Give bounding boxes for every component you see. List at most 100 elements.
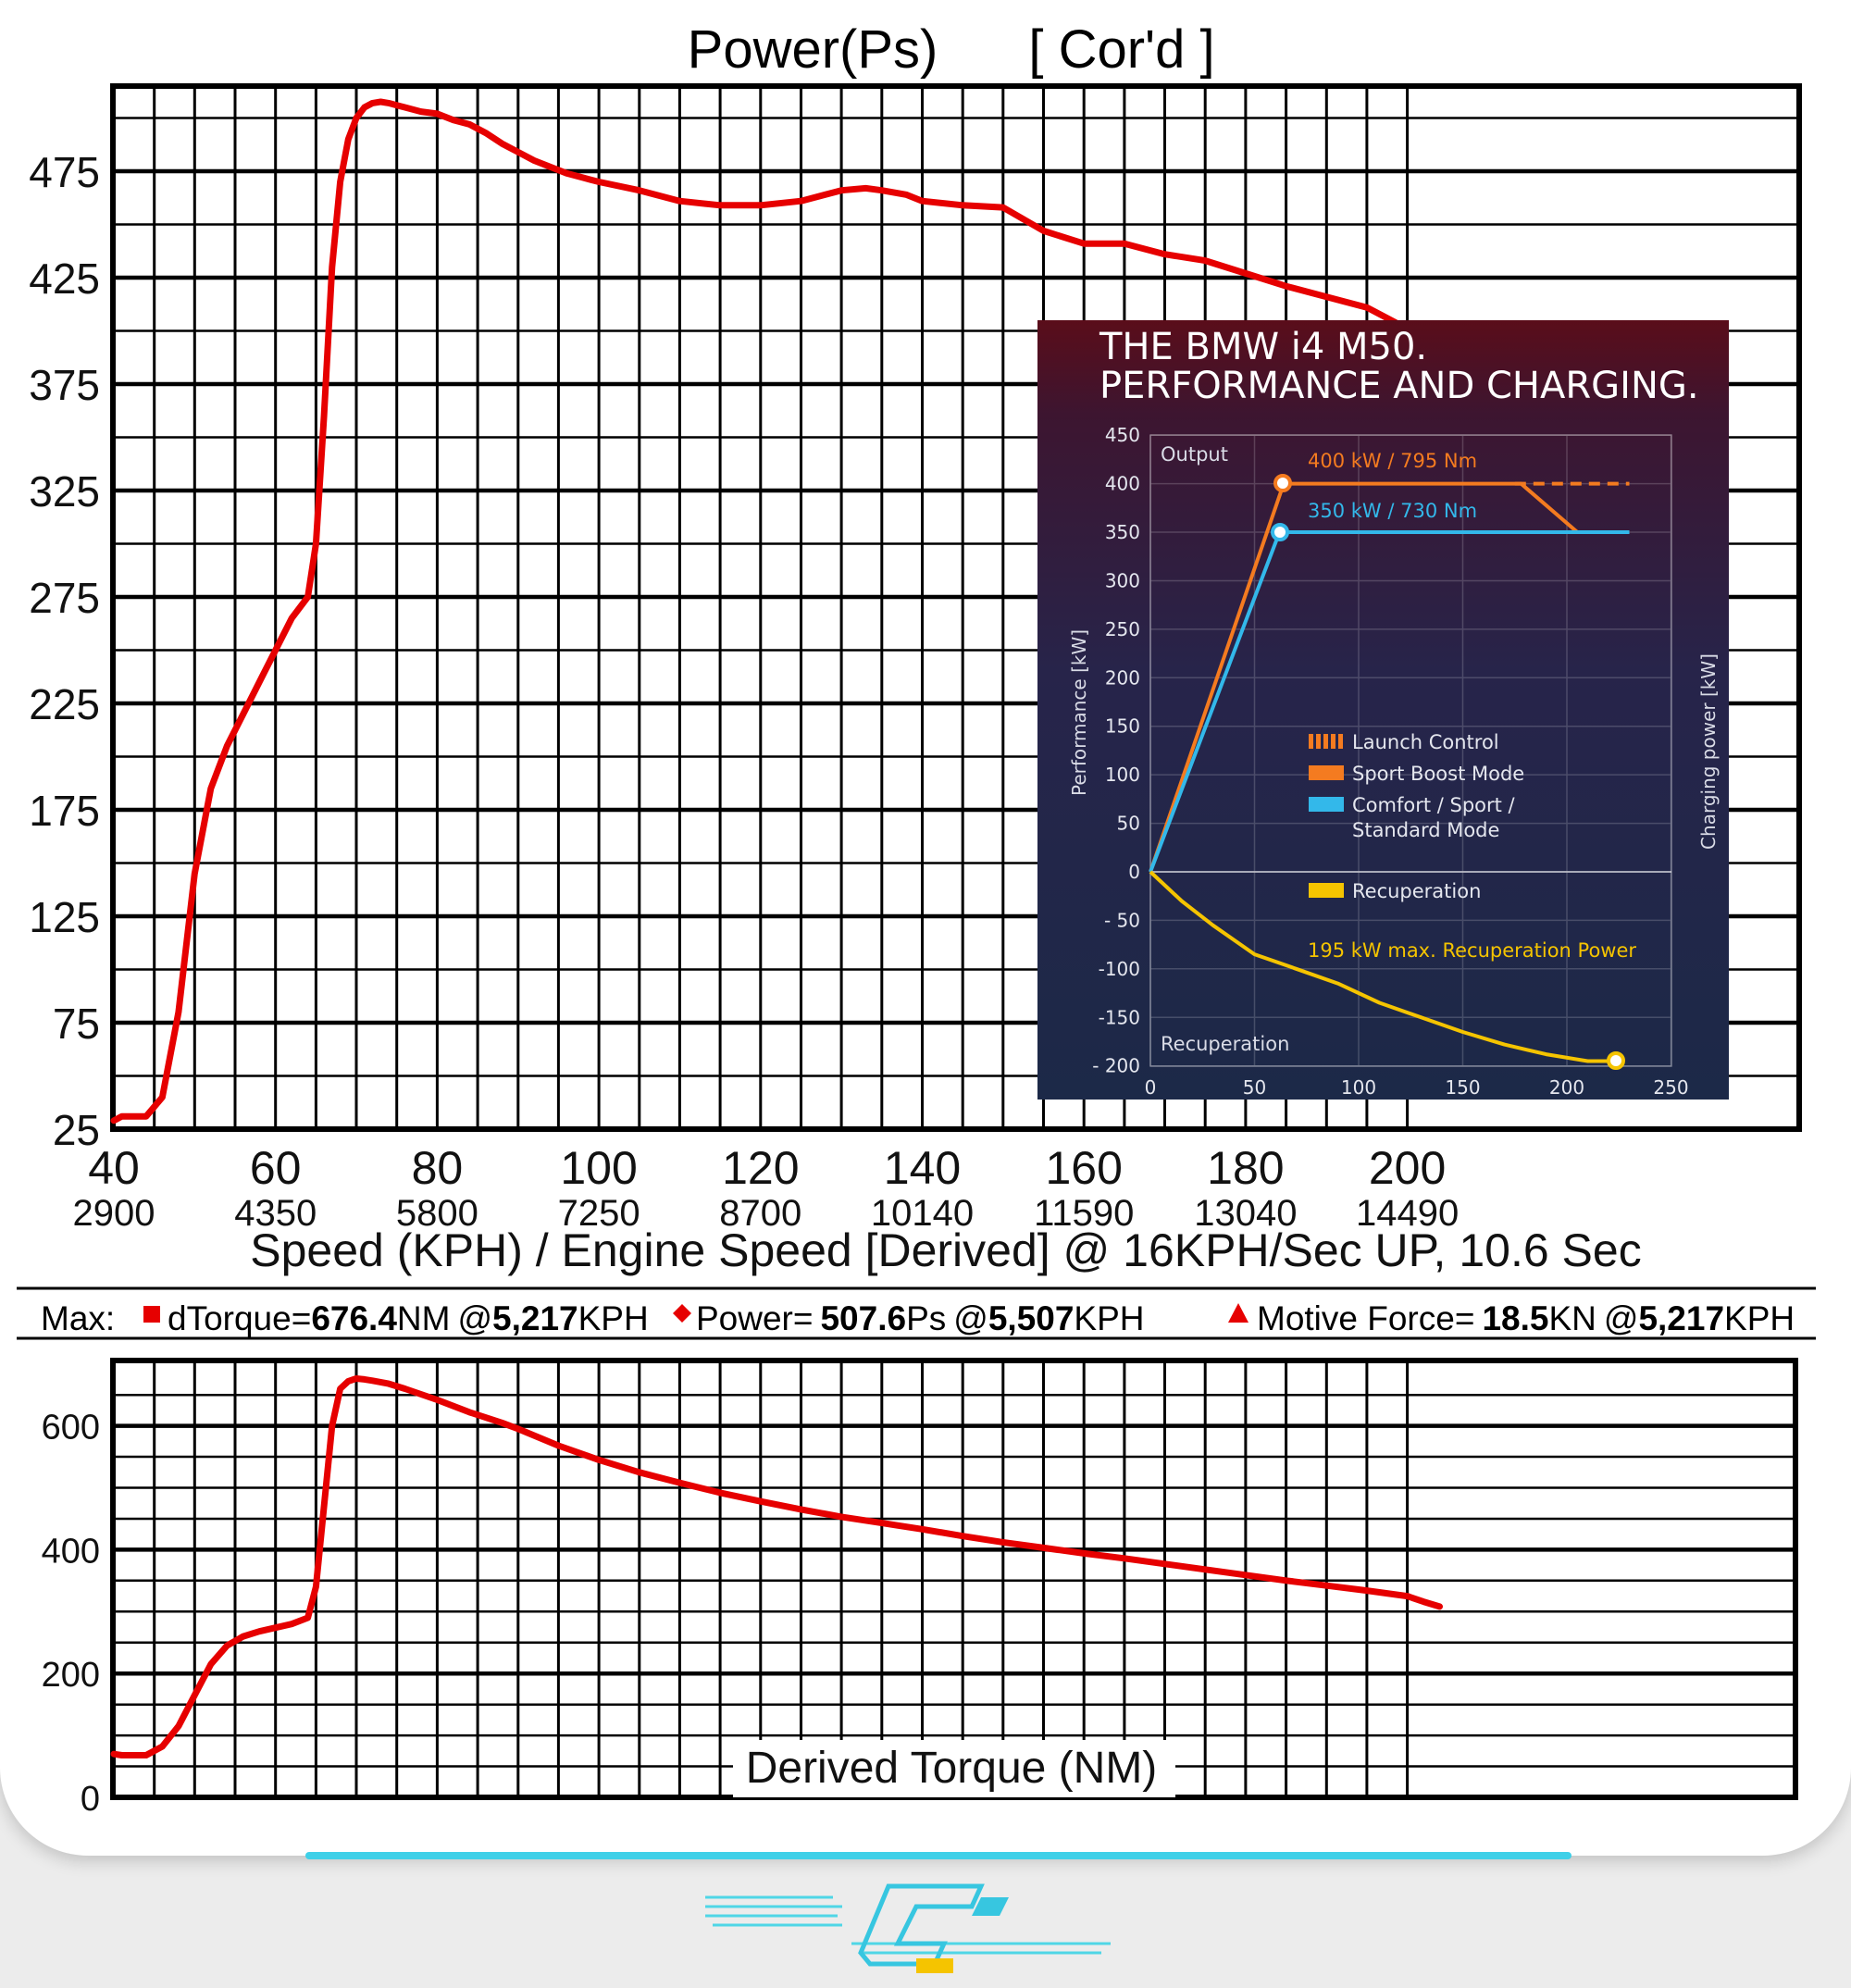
inset-annotation-yellow: 195 kW max. Recuperation Power	[1308, 939, 1636, 962]
inset-y-tick-label: - 200	[1092, 1055, 1140, 1077]
inset-x-tick-label: 0	[1145, 1076, 1157, 1099]
logo-badge	[916, 1958, 953, 1973]
inset-output-label: Output	[1161, 443, 1228, 466]
legend-sport-boost-swatch	[1309, 765, 1344, 780]
inset-y-tick-label: 250	[1105, 618, 1140, 640]
max-torque: dTorque=676.4NM @5,217KPH	[168, 1299, 649, 1337]
power-rpm-tick-label: 5800	[396, 1193, 478, 1234]
power-rpm-tick-label: 10140	[871, 1193, 974, 1234]
torque-minor-horizontal-grid	[113, 1393, 1795, 1768]
legend-comfort-label2: Standard Mode	[1352, 819, 1499, 841]
power-marker-icon	[673, 1304, 691, 1323]
torque-y-tick-label: 400	[42, 1532, 100, 1571]
power-x-tick-label: 180	[1207, 1142, 1284, 1194]
power-chart-title: Power(Ps)	[688, 19, 938, 80]
power-y-tick-label: 25	[53, 1106, 100, 1154]
power-x-tick-label: 40	[88, 1142, 140, 1194]
max-power: Power= 507.6Ps @5,507KPH	[696, 1299, 1145, 1337]
power-x-tick-label: 100	[560, 1142, 637, 1194]
torque-major-horizontal-grid	[113, 1423, 1795, 1676]
power-y-tick-label: 425	[29, 255, 100, 303]
inset-y-tick-label: 300	[1105, 570, 1140, 592]
power-chart-tag: [ Cor'd ]	[1028, 19, 1214, 80]
legend-recuperation-label: Recuperation	[1352, 880, 1481, 902]
inset-y-tick-label: 100	[1105, 764, 1140, 786]
inset-y-tick-label: 50	[1117, 813, 1140, 835]
torque-y-tick-label: 0	[81, 1780, 100, 1819]
power-x-tick-label: 80	[412, 1142, 464, 1194]
inset-y-tick-label: 400	[1105, 473, 1140, 495]
inset-y-ticks: 450 400 350 300 250 200 150 100 50 0 - 50 -100 -150 -…	[1092, 424, 1140, 1076]
inset-marker-yellow	[1607, 1051, 1625, 1070]
power-y-ticks: 475 425 375 325 275 225 175 125 75 25	[29, 148, 100, 1154]
footer-logo	[705, 1883, 1111, 1973]
power-chart-frame	[110, 83, 1802, 1132]
max-motive-force: Motive Force= 18.5KN @5,217KPH	[1257, 1299, 1795, 1337]
logo-speed-lines	[705, 1895, 1111, 1955]
inset-y-tick-label: 200	[1105, 666, 1140, 689]
inset-legend: Launch Control Sport Boost Mode Comfort …	[1309, 731, 1524, 902]
power-rpm-tick-label: 4350	[234, 1193, 317, 1234]
legend-launch-swatch	[1309, 734, 1343, 749]
inset-x-tick-label: 150	[1445, 1076, 1480, 1099]
legend-sport-boost-label: Sport Boost Mode	[1352, 763, 1524, 785]
inset-series-comfort	[1149, 530, 1630, 873]
torque-curve	[110, 1375, 1443, 1758]
inset-ylabel-left: Performance [kW]	[1068, 629, 1090, 796]
logo-accent-shape	[972, 1897, 1009, 1916]
power-curve	[110, 98, 1451, 1124]
max-label: Max:	[41, 1299, 115, 1337]
inset-title-line2: PERFORMANCE AND CHARGING.	[1099, 365, 1699, 407]
power-x-tick-label: 200	[1369, 1142, 1446, 1194]
inset-x-tick-label: 250	[1653, 1076, 1688, 1099]
inset-recuperation-label: Recuperation	[1161, 1033, 1289, 1055]
torque-y-tick-label: 200	[42, 1656, 100, 1695]
inset-marker-orange	[1273, 474, 1292, 492]
accent-line	[305, 1852, 1571, 1859]
force-marker-icon	[1228, 1303, 1248, 1323]
power-y-tick-label: 225	[29, 680, 100, 728]
legend-launch-control: Launch Control	[1309, 731, 1499, 753]
torque-label-box	[733, 1740, 1175, 1797]
inset-frame	[1149, 434, 1672, 1067]
inset-y-tick-label: -150	[1099, 1006, 1140, 1028]
max-bar: Max: dTorque=676.4NM @5,217KPH Power= 507.…	[41, 1299, 1795, 1337]
power-rpm-tick-label: 11590	[1034, 1193, 1134, 1234]
legend-comfort: Comfort / Sport / Standard Mode	[1309, 794, 1516, 841]
power-rpm-tick-label: 8700	[719, 1193, 801, 1234]
torque-marker-icon	[143, 1306, 160, 1323]
inset-x-tick-label: 200	[1549, 1076, 1584, 1099]
power-major-horizontal-grid	[113, 168, 1799, 1025]
inset-x-tick-label: 50	[1243, 1076, 1266, 1099]
inset-y-tick-label: -100	[1099, 958, 1140, 980]
power-rpm-ticks: 2900 4350 5800 7250 8700 10140 11590 13040 14490	[73, 1193, 1460, 1234]
power-y-tick-label: 175	[29, 787, 100, 835]
power-x-tick-label: 160	[1045, 1142, 1122, 1194]
power-y-tick-label: 75	[53, 1000, 100, 1048]
power-y-tick-label: 475	[29, 148, 100, 196]
power-y-tick-label: 275	[29, 574, 100, 622]
inset-y-tick-label: 450	[1105, 424, 1140, 446]
legend-launch-label: Launch Control	[1352, 731, 1499, 753]
inset-series-recuperation	[1149, 870, 1620, 1063]
torque-y-tick-label: 600	[42, 1409, 100, 1448]
power-rpm-tick-label: 7250	[558, 1193, 640, 1234]
inset-y-tick-label: - 50	[1104, 909, 1140, 931]
inset-background	[1037, 320, 1729, 1100]
power-x-ticks: 40 60 80 100 120 140 160 180 200	[88, 1142, 1446, 1194]
power-x-axis-label: Speed (KPH) / Engine Speed [Derived] @ 1…	[250, 1224, 1641, 1276]
power-x-tick-label: 60	[250, 1142, 302, 1194]
inset-y-tick-label: 0	[1128, 861, 1140, 883]
inset-marker-blue	[1271, 523, 1289, 541]
inset-y-tick-label: 350	[1105, 521, 1140, 543]
legend-recuperation: Recuperation	[1309, 880, 1481, 902]
power-rpm-tick-label: 14490	[1356, 1193, 1459, 1234]
legend-comfort-label: Comfort / Sport /	[1352, 794, 1516, 816]
bmw-inset: THE BMW i4 M50. PERFORMANCE AND CHARGING…	[1037, 320, 1729, 1100]
power-y-tick-label: 375	[29, 361, 100, 409]
inset-x-ticks: 0 50 100 150 200 250	[1145, 1076, 1689, 1099]
power-x-tick-label: 140	[884, 1142, 961, 1194]
torque-chart-grid	[110, 1358, 1798, 1800]
inset-x-tick-label: 100	[1341, 1076, 1376, 1099]
power-x-tick-label: 120	[722, 1142, 799, 1194]
